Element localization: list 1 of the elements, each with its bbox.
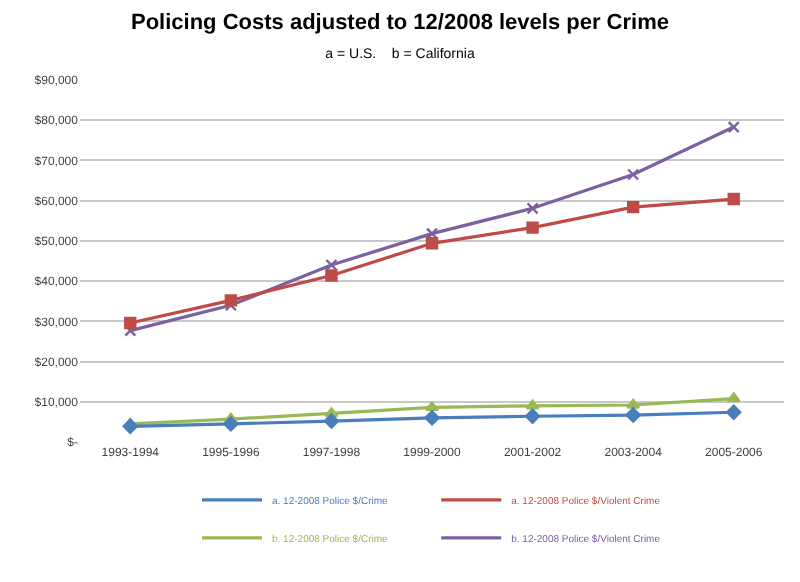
chart-title: Policing Costs adjusted to 12/2008 levels per Crime xyxy=(131,11,669,36)
